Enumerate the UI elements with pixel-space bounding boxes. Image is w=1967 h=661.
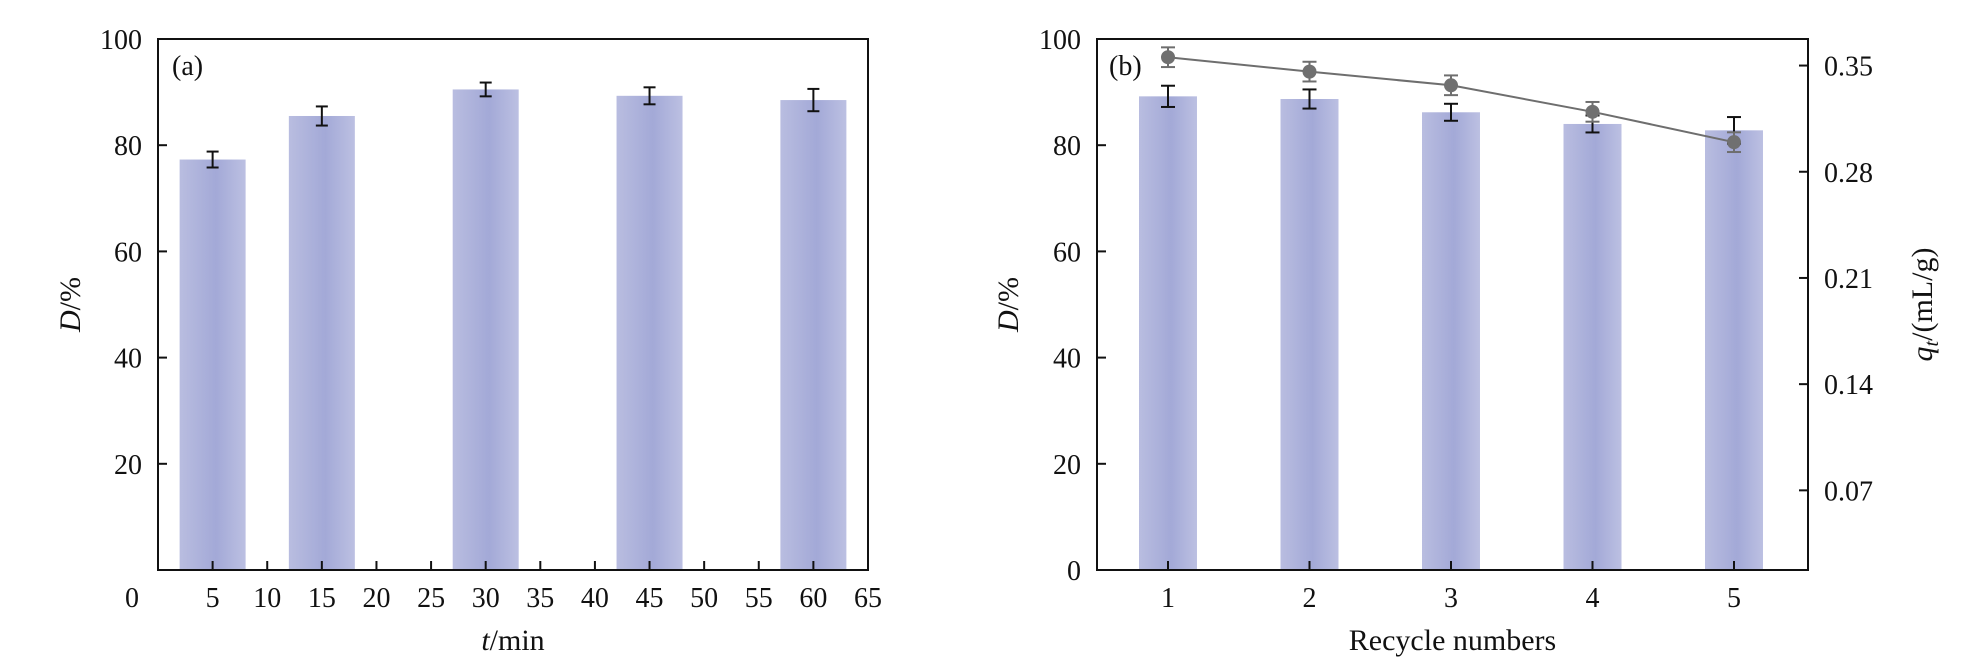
x-tick-label-a-20: 20 [362,583,390,614]
bar-a-30 [452,89,519,570]
bar-a-45 [616,95,683,570]
x-tick-label-a-0: 0 [125,583,139,614]
panel-label-a: (a) [172,51,203,82]
y2-axis-title-b: qt/(mL/g) [1906,248,1943,362]
x-tick-label-a-50: 50 [690,583,718,614]
x-tick-label-a-10: 10 [253,583,281,614]
y-axis-title-b-unit: /% [992,277,1025,310]
x-tick-label-a-15: 15 [308,583,336,614]
x-tick-label-a-65: 65 [854,583,882,614]
y-axis-title-a-unit: /% [54,277,87,310]
y-axis-title-b-symbol: D [992,310,1025,333]
error-bars-a [206,81,820,169]
y-tick-label-b-20: 20 [1053,450,1081,481]
y2-tick-label-b-0.07: 0.07 [1824,476,1873,507]
x-tick-label-a-25: 25 [417,583,445,614]
bar-b-5 [1705,130,1763,570]
x-tick-label-b-3: 3 [1444,583,1458,614]
y-axis-ticks-a: 20 40 60 80 100 [100,25,167,481]
y-tick-label-b-0: 0 [1067,556,1081,587]
x-axis-title-a-unit: /min [490,624,545,657]
x-tick-label-a-35: 35 [526,583,554,614]
y-tick-label-a-20: 20 [114,450,142,481]
bar-b-2 [1280,99,1339,571]
plot-frame-b [1096,38,1809,571]
x-tick-label-b-1: 1 [1161,583,1175,614]
x-axis-ticks-a: 0 5 10 15 20 25 30 35 40 45 50 55 60 65 [125,561,882,614]
line-point-b-1 [1161,50,1175,65]
plot-frame-a [157,38,869,571]
x-axis-ticks-b: 1 2 3 4 5 [1161,561,1741,614]
line-series-b [1161,46,1741,154]
bar-b-4 [1563,123,1622,571]
line-point-b-5 [1727,135,1741,150]
bar-a-60 [780,100,847,570]
x-tick-label-a-45: 45 [636,583,664,614]
y-tick-label-b-40: 40 [1053,344,1081,375]
y2-axis-ticks-b: 0.07 0.14 0.21 0.28 0.35 [1799,52,1873,507]
x-tick-label-b-5: 5 [1727,583,1741,614]
x-axis-title-a-symbol: t [481,624,490,657]
y-tick-label-b-80: 80 [1053,131,1081,162]
y-axis-title-b: D/% [992,277,1025,333]
x-tick-label-b-2: 2 [1303,583,1317,614]
y-axis-title-a: D/% [54,277,87,333]
bar-series-a [179,89,847,571]
y-tick-label-a-100: 100 [100,25,142,56]
x-tick-label-a-60: 60 [799,583,827,614]
y2-axis-title-b-subscript: t [1921,340,1943,346]
y2-tick-label-b-0.28: 0.28 [1824,158,1873,189]
bar-a-15 [288,115,355,571]
line-point-b-3 [1444,78,1458,93]
bar-b-1 [1139,96,1197,571]
y-tick-label-a-60: 60 [114,237,142,268]
y-tick-label-a-80: 80 [114,131,142,162]
line-point-b-2 [1302,64,1317,79]
y2-tick-label-b-0.21: 0.21 [1824,264,1873,295]
y2-tick-label-b-0.35: 0.35 [1824,52,1873,83]
y-axis-ticks-b: 0 20 40 60 80 100 [1039,25,1106,587]
y-tick-label-b-60: 60 [1053,237,1081,268]
x-tick-label-a-40: 40 [581,583,609,614]
x-axis-title-a: t/min [481,624,544,657]
bar-b-3 [1422,112,1480,570]
x-tick-label-a-55: 55 [745,583,773,614]
x-tick-label-b-4: 4 [1586,583,1600,614]
chart-panel-a: 20 40 60 80 100 0 5 10 15 20 25 30 35 40 45 50 55 60 65 (… [54,25,882,657]
y-tick-label-b-100: 100 [1039,25,1081,56]
y2-tick-label-b-0.14: 0.14 [1824,370,1873,401]
line-point-b-4 [1585,104,1600,119]
bar-a-5 [179,159,246,571]
y2-axis-title-b-symbol: q [1906,346,1939,361]
x-tick-label-a-5: 5 [206,583,220,614]
y-axis-title-a-symbol: D [54,310,87,333]
y2-axis-title-b-unit: /(mL/g) [1906,248,1939,341]
x-tick-label-a-30: 30 [472,583,500,614]
y-tick-label-a-40: 40 [114,344,142,375]
bar-series-b [1139,96,1763,571]
x-axis-title-b: Recycle numbers [1349,624,1556,657]
panel-label-b: (b) [1109,51,1142,82]
